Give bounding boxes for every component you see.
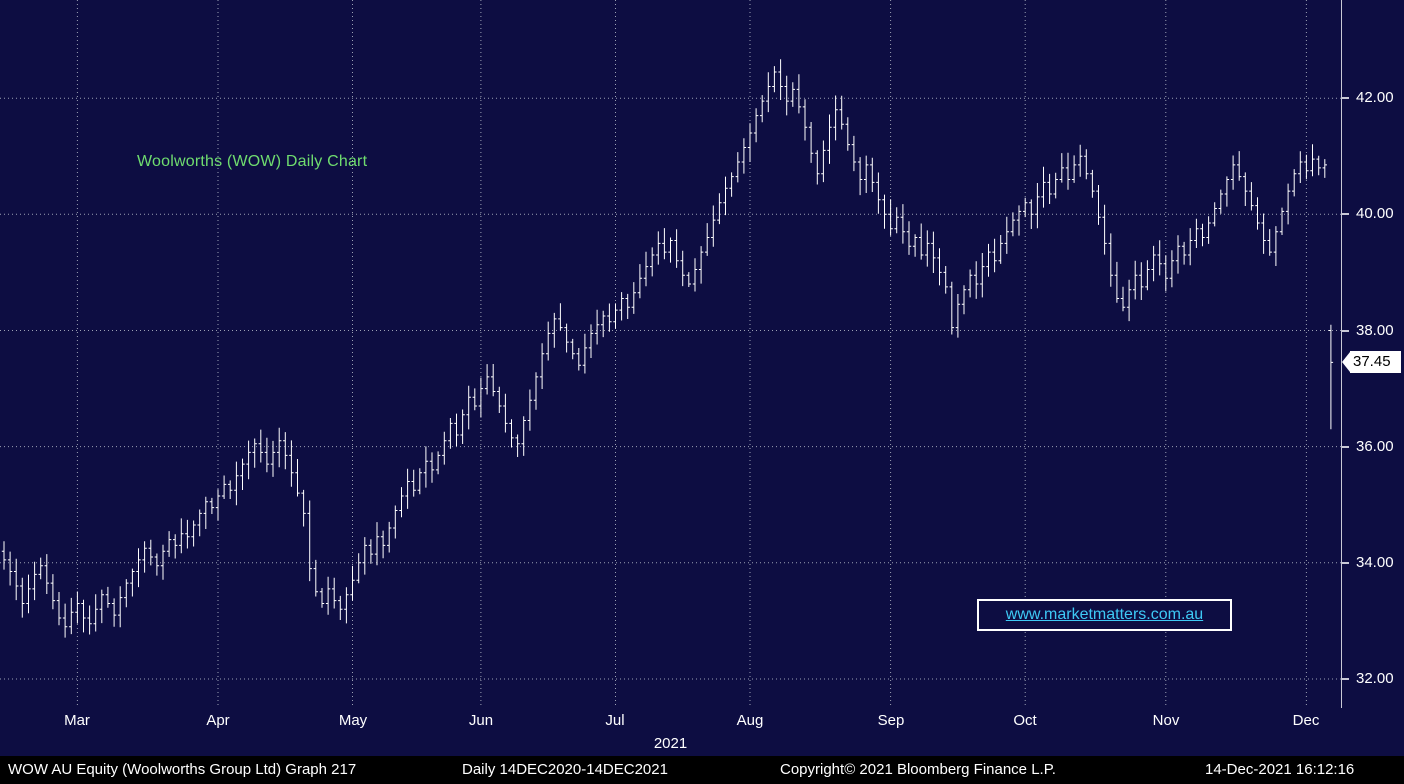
chart-period: Daily 14DEC2020-14DEC2021	[462, 761, 668, 778]
y-axis-tick	[1342, 213, 1349, 216]
y-axis-label: 42.00	[1356, 89, 1394, 107]
chart-canvas[interactable]	[0, 0, 1341, 708]
x-axis-month-label: Dec	[1292, 712, 1320, 729]
x-axis-month-label: Jul	[605, 712, 625, 729]
y-axis-tick	[1342, 678, 1349, 680]
y-axis-label: 36.00	[1356, 437, 1394, 455]
copyright-notice: Copyright© 2021 Bloomberg Finance L.P.	[780, 761, 1056, 778]
x-axis-month-label: May	[338, 712, 368, 729]
status-bar: WOW AU Equity (Woolworths Group Ltd) Gra…	[0, 756, 1404, 784]
last-price-tag: 37.45	[1350, 351, 1401, 374]
y-axis-label: 34.00	[1356, 553, 1394, 571]
y-axis-tick	[1342, 97, 1349, 100]
y-axis-label: 40.00	[1356, 205, 1394, 223]
y-axis-tick	[1342, 445, 1349, 448]
ohlc-bars	[1, 59, 1334, 638]
x-axis-month-label: Jun	[468, 712, 494, 729]
axis-year-label: 2021	[653, 735, 688, 752]
chart-title: Woolworths (WOW) Daily Chart	[137, 153, 368, 170]
x-axis-month-label: Sep	[877, 712, 905, 729]
y-axis-label: 32.00	[1356, 670, 1394, 687]
time-axis: 2021 Mar Apr May Jun Jul Aug Sep Oct Nov Dec	[0, 708, 1404, 756]
x-axis-month-label: Nov	[1152, 712, 1180, 729]
security-description: WOW AU Equity (Woolworths Group Ltd) Gra…	[8, 761, 357, 778]
watermark-box: www.marketmatters.com.au	[977, 599, 1232, 631]
y-axis-tick	[1342, 329, 1349, 332]
last-price-value: 37.45	[1353, 353, 1391, 371]
price-chart-plot[interactable]: Woolworths (WOW) Daily Chart www.marketm…	[0, 0, 1341, 708]
x-axis-month-label: Apr	[206, 712, 230, 729]
x-axis-month-label: Oct	[1013, 712, 1037, 729]
watermark-link[interactable]: www.marketmatters.com.au	[1005, 606, 1204, 623]
timestamp: 14-Dec-2021 16:12:16	[1205, 761, 1355, 778]
y-axis-label: 38.00	[1356, 321, 1394, 339]
price-axis: 37.45 42.00 40.00 38.00 36.00 34.00 32.00	[1341, 0, 1404, 708]
y-axis-tick	[1342, 561, 1349, 564]
x-axis-month-label: Aug	[736, 712, 764, 729]
x-axis-month-label: Mar	[64, 712, 90, 729]
